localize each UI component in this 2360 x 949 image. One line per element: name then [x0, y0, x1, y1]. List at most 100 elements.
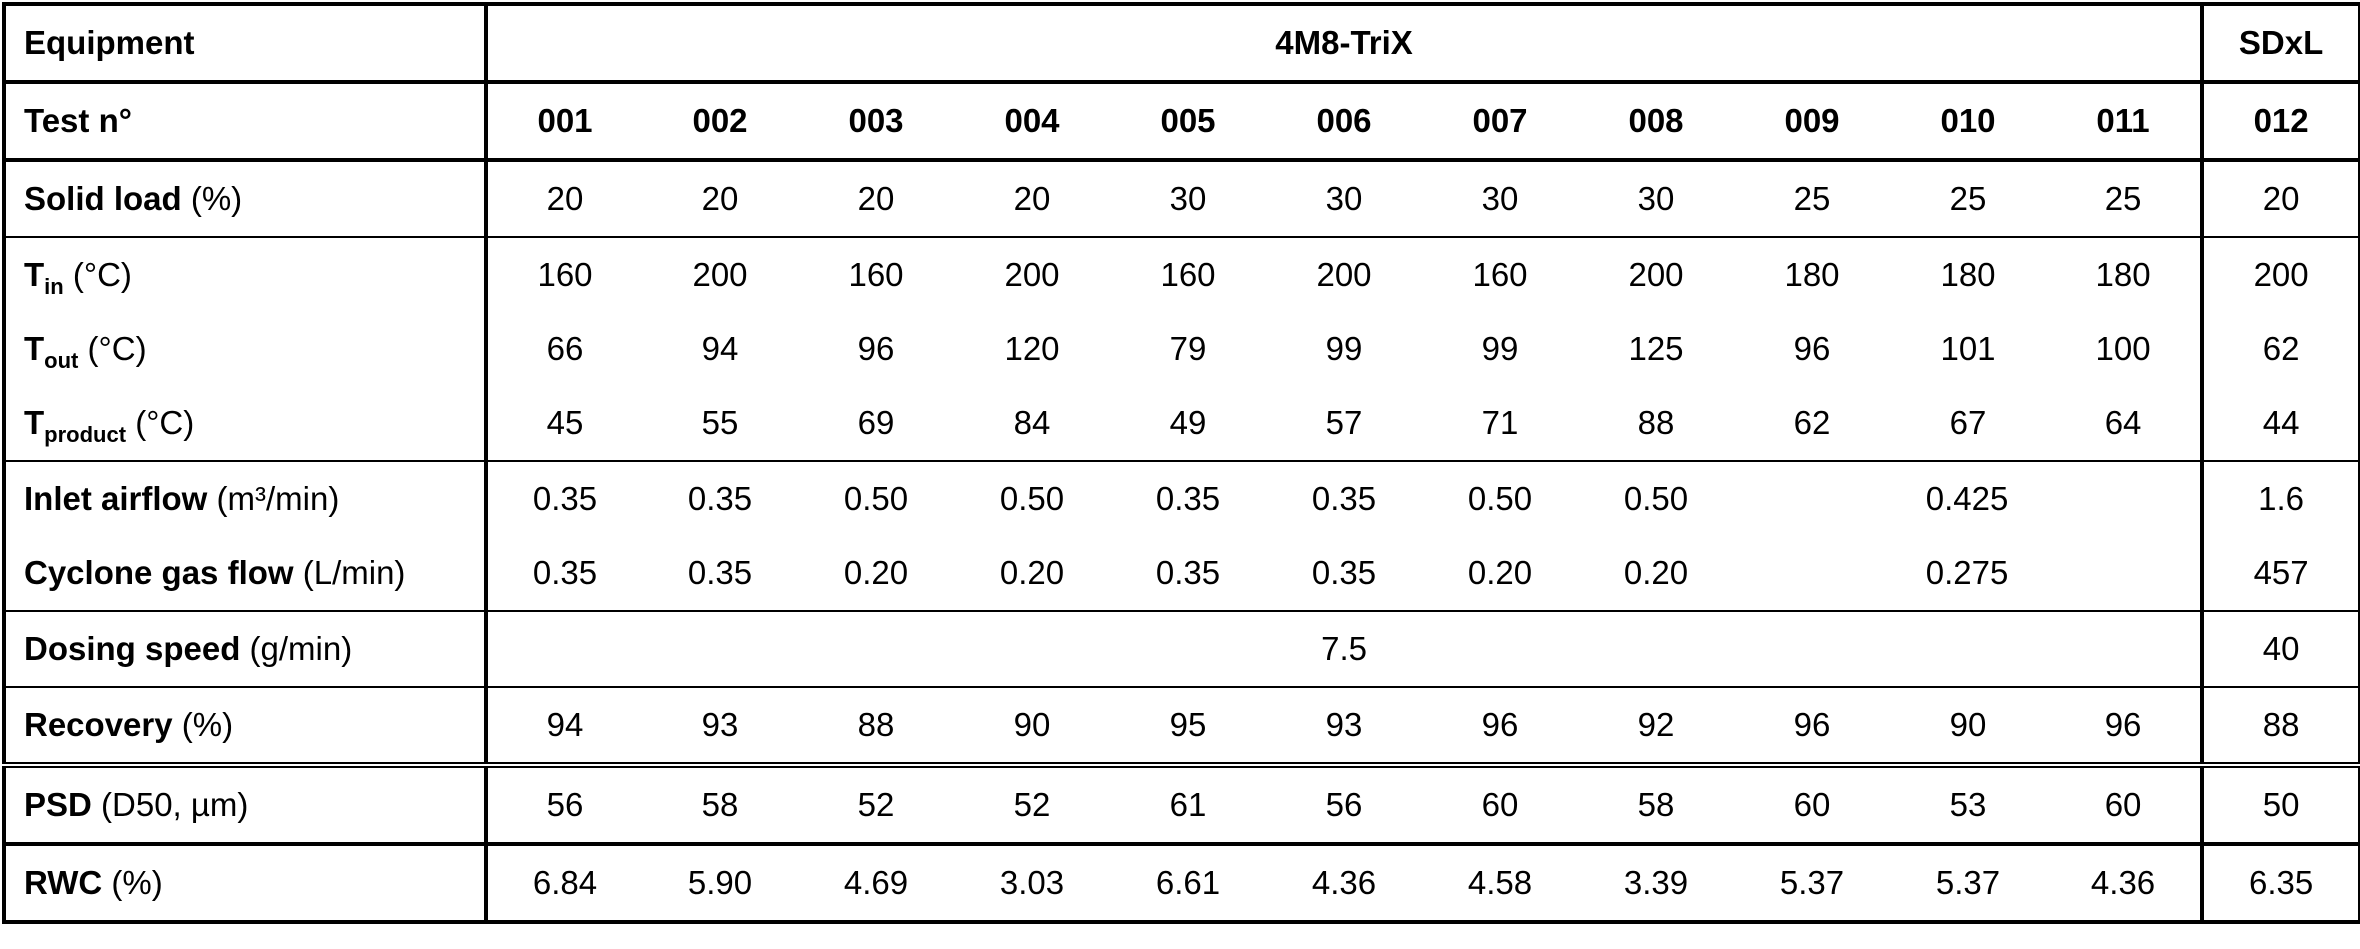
- cell: 0.20: [1578, 536, 1734, 612]
- cell: 160: [1472, 256, 1528, 293]
- cell: 200: [692, 256, 748, 293]
- label-unit: (g/min): [249, 630, 353, 667]
- cell: 93: [642, 687, 798, 768]
- cell: 160: [848, 256, 904, 293]
- row-label: Tout (°C): [4, 312, 488, 386]
- cell: 20: [2200, 160, 2360, 238]
- cell: 0.35: [1311, 480, 1377, 517]
- test-id: 004: [954, 82, 1110, 162]
- cell: 0.35: [532, 480, 598, 517]
- test-id: 007: [1422, 82, 1578, 162]
- cell: 79: [1169, 330, 1207, 367]
- label-unit: (%): [190, 180, 243, 217]
- data-row: Cyclone gas flow (L/min) 0.35 0.35 0.20 0.20…: [4, 536, 2360, 612]
- cell: 58: [642, 765, 798, 846]
- cell: 96: [857, 330, 895, 367]
- cell: 4.36: [2090, 864, 2156, 901]
- cell: 4.69: [843, 864, 909, 901]
- data-row: Recovery (%) 94 93 88 90 95 93 96 92 96 90 96 88: [4, 687, 2360, 768]
- cell: 94: [701, 330, 739, 367]
- data-row: Inlet airflow (m³/min) 0.35 0.35 0.50 0.50 0.…: [4, 461, 2360, 536]
- label-unit: (%): [181, 706, 234, 743]
- cell: 0.35: [1155, 480, 1221, 517]
- cell: 96: [1734, 687, 1890, 768]
- cell: 0.20: [1422, 536, 1578, 612]
- table-body: Equipment 4M8-TriX SDxL Test n° 001 002 00…: [4, 4, 2360, 922]
- cell: 94: [486, 687, 642, 768]
- cell: 96: [1793, 330, 1831, 367]
- cell: 71: [1422, 386, 1578, 462]
- row-label: Solid load (%): [4, 160, 488, 238]
- label-name: RWC: [24, 864, 103, 901]
- data-row: Tout (°C) 66 94 96 120 79 99 99 125 96 101 100 62: [4, 312, 2360, 386]
- cell: 53: [1890, 765, 2046, 846]
- label-unit: (%): [111, 864, 163, 901]
- test-id: 003: [798, 82, 954, 162]
- cell: 0.425: [1925, 480, 2009, 517]
- cell: 50: [2200, 765, 2360, 846]
- label-name: Inlet airflow: [24, 480, 208, 517]
- cell: 92: [1578, 687, 1734, 768]
- cell: 0.35: [687, 480, 753, 517]
- cell: 5.90: [687, 864, 753, 901]
- label-unit: (°C): [72, 256, 132, 293]
- cell: 20: [486, 160, 642, 238]
- cell: 88: [798, 687, 954, 768]
- cell: 101: [1940, 330, 1996, 367]
- cell: 60: [2046, 765, 2203, 846]
- cell: 0.35: [486, 536, 642, 612]
- cell: 52: [798, 765, 954, 846]
- label-subscript: out: [44, 348, 79, 373]
- test-id: 012: [2200, 82, 2360, 162]
- row-label: Recovery (%): [4, 687, 488, 768]
- cell: 93: [1266, 687, 1422, 768]
- cell: 180: [2095, 256, 2151, 293]
- cell: 99: [1325, 330, 1363, 367]
- cell: 52: [954, 765, 1110, 846]
- cell: 6.61: [1155, 864, 1221, 901]
- test-id: 010: [1890, 82, 2046, 162]
- label-name: Recovery: [24, 706, 173, 743]
- cell: 30: [1422, 160, 1578, 238]
- cell: 457: [2200, 536, 2360, 612]
- data-row: Tin (°C) 160 200 160 200 160 200 160 200 180 180 18…: [4, 237, 2360, 312]
- data-row: Tproduct (°C) 45 55 69 84 49 57 71 88 62 67 64 44: [4, 386, 2360, 462]
- cell: 120: [1004, 330, 1060, 367]
- cell: 0.20: [954, 536, 1110, 612]
- row-label: PSD (D50, µm): [4, 765, 488, 846]
- cell: 3.03: [999, 864, 1065, 901]
- cell: 7.5: [486, 611, 2203, 688]
- test-id: 001: [486, 82, 642, 162]
- cell: 55: [642, 386, 798, 462]
- cell: 56: [486, 765, 642, 846]
- cell: 3.39: [1623, 864, 1689, 901]
- cell: 99: [1481, 330, 1519, 367]
- cell: 40: [2200, 611, 2360, 688]
- data-row: Solid load (%) 20 20 20 20 30 30 30 30 25 25 25 20: [4, 160, 2360, 238]
- label-name: Dosing speed: [24, 630, 241, 667]
- row-label: Tin (°C): [4, 237, 488, 312]
- data-row: Dosing speed (g/min) 7.5 40: [4, 611, 2360, 688]
- label-subscript: product: [44, 422, 127, 447]
- label-unit: (L/min): [302, 554, 406, 591]
- cell: 25: [1890, 160, 2046, 238]
- cell: 20: [642, 160, 798, 238]
- cell: 58: [1578, 765, 1734, 846]
- cell: 90: [1890, 687, 2046, 768]
- cell: 200: [1628, 256, 1684, 293]
- cell: 30: [1110, 160, 1266, 238]
- cell: 44: [2200, 386, 2360, 462]
- label-name: T: [24, 404, 45, 441]
- cell: 30: [1266, 160, 1422, 238]
- cell: 30: [1578, 160, 1734, 238]
- test-id: 002: [642, 82, 798, 162]
- cell: 5.37: [1779, 864, 1845, 901]
- equipment-row: Equipment 4M8-TriX SDxL: [4, 4, 2360, 84]
- cell: 0.50: [843, 480, 909, 517]
- cell: 20: [798, 160, 954, 238]
- row-label: Tproduct (°C): [4, 386, 488, 462]
- row-label: Equipment: [4, 4, 488, 84]
- label-unit: (m³/min): [216, 480, 340, 517]
- cell: 67: [1890, 386, 2046, 462]
- cell: 96: [2046, 687, 2203, 768]
